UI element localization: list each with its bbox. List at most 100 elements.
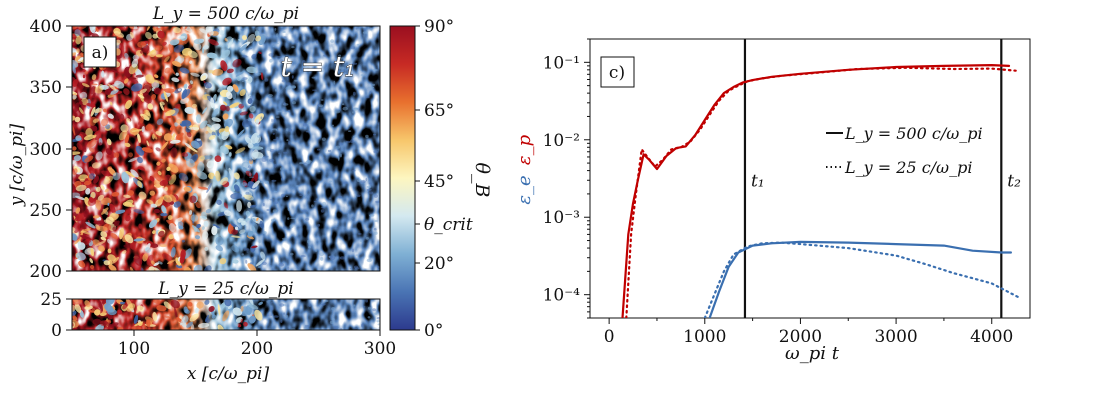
- field-structure: [201, 226, 205, 230]
- colorbar-tick-label: 90°: [424, 17, 454, 37]
- field-structure: [202, 231, 209, 240]
- field-structure: [287, 266, 290, 271]
- field-structure: [214, 155, 222, 162]
- field-structure: [128, 157, 139, 163]
- field-structure: [105, 124, 111, 130]
- field-structure: [337, 157, 340, 161]
- field-structure: [301, 89, 306, 91]
- field-structure: [373, 150, 379, 154]
- field-structure: [308, 246, 311, 249]
- field-structure: [77, 242, 86, 250]
- field-structure: [240, 318, 243, 323]
- field-structure: [127, 77, 137, 80]
- y-tick-label: 200: [30, 262, 62, 282]
- field-structure: [145, 74, 155, 84]
- y-tick-label: 400: [30, 17, 62, 37]
- field-structure: [248, 113, 254, 119]
- field-structure: [283, 312, 285, 315]
- field-structure: [294, 39, 299, 44]
- field-structure: [131, 58, 139, 68]
- field-structure: [72, 227, 76, 233]
- field-structure: [168, 223, 176, 232]
- field-structure: [75, 55, 81, 61]
- field-structure: [330, 39, 334, 43]
- field-structure: [356, 43, 360, 46]
- time-annotation: t = t₁: [281, 50, 356, 83]
- field-structure: [369, 90, 372, 95]
- field-structure: [101, 70, 105, 78]
- field-structure: [188, 146, 198, 153]
- field-structure: [241, 54, 248, 58]
- field-structure: [159, 179, 169, 187]
- field-structure: [250, 197, 255, 201]
- field-structure: [157, 30, 165, 39]
- field-structure: [149, 50, 157, 58]
- field-structure: [248, 165, 251, 169]
- field-structure: [262, 231, 267, 235]
- field-structure: [366, 188, 372, 192]
- field-structure: [79, 178, 85, 182]
- field-structure: [264, 78, 269, 82]
- field-structure: [247, 47, 253, 50]
- field-structure: [339, 66, 345, 70]
- field-structure: [241, 119, 252, 128]
- field-structure: [237, 218, 243, 223]
- field-structure: [174, 103, 181, 109]
- field-structure: [215, 170, 221, 182]
- field-structure: [176, 119, 183, 124]
- field-structure: [251, 218, 256, 223]
- field-structure: [79, 91, 88, 100]
- field-structure: [274, 164, 277, 168]
- field-structure: [305, 130, 310, 133]
- field-structure: [75, 207, 81, 214]
- field-structure: [75, 252, 86, 261]
- field-structure: [72, 151, 81, 156]
- field-structure: [365, 177, 368, 182]
- field-structure: [103, 175, 114, 185]
- field-structure: [164, 174, 172, 182]
- field-structure: [289, 224, 294, 229]
- field-structure: [93, 215, 100, 219]
- field-structure: [89, 258, 94, 264]
- field-structure: [197, 322, 210, 328]
- field-structure: [106, 138, 112, 146]
- field-structure: [139, 252, 145, 260]
- field-structure: [353, 304, 356, 307]
- field-structure: [241, 152, 245, 156]
- field-structure: [115, 209, 126, 215]
- field-structure: [204, 265, 212, 271]
- field-structure: [107, 309, 117, 316]
- field-structure: [251, 245, 258, 249]
- field-structure: [252, 151, 264, 159]
- field-structure: [306, 122, 312, 125]
- field-structure: [266, 301, 269, 303]
- colorbar-tick-label: 0°: [424, 321, 443, 341]
- field-structure: [219, 257, 227, 265]
- field-structure: [279, 59, 284, 64]
- field-structure: [317, 223, 321, 227]
- field-structure: [94, 27, 99, 32]
- field-structure: [365, 236, 369, 240]
- field-structure: [272, 132, 275, 135]
- field-structure: [224, 299, 232, 307]
- y-tick-label: 10⁻¹: [543, 53, 580, 73]
- field-structure: [76, 142, 83, 151]
- field-structure: [204, 299, 210, 305]
- field-structure: [196, 171, 208, 180]
- field-structure: [360, 180, 366, 184]
- field-structure: [338, 58, 342, 62]
- field-structure: [274, 201, 278, 204]
- field-structure: [189, 313, 199, 322]
- field-structure: [193, 38, 204, 44]
- field-structure: [258, 239, 261, 244]
- field-structure: [211, 225, 218, 236]
- field-structure: [238, 38, 242, 42]
- field-structure: [73, 238, 82, 245]
- field-structure: [241, 182, 247, 187]
- field-structure: [329, 320, 335, 324]
- field-structure: [72, 94, 77, 100]
- field-structure: [248, 315, 256, 324]
- field-structure: [228, 167, 233, 177]
- field-structure: [206, 160, 215, 169]
- field-structure: [90, 191, 96, 199]
